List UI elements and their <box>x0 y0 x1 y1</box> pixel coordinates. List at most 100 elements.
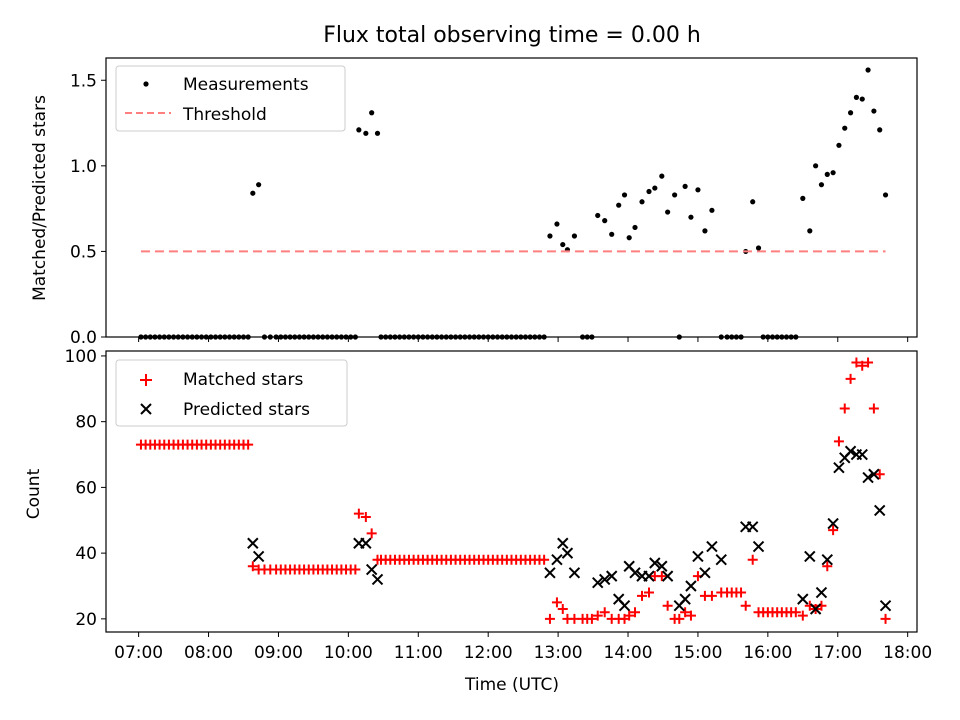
measurement-point <box>626 235 632 241</box>
measurement-point <box>836 142 842 148</box>
measurement-point <box>547 233 553 239</box>
predicted-star-point <box>247 537 259 549</box>
measurement-point <box>702 228 708 234</box>
measurement-point <box>695 187 701 193</box>
legend-measurements-label: Measurements <box>183 75 309 95</box>
legend-measurements-marker <box>143 81 149 87</box>
predicted-star-point <box>606 570 618 582</box>
predicted-star-point <box>706 540 718 553</box>
measurement-point <box>256 182 262 188</box>
predicted-star-point <box>692 550 704 563</box>
predicted-star-point <box>752 540 765 553</box>
measurement-point <box>847 110 854 116</box>
predicted-star-point <box>797 593 809 605</box>
measurement-point <box>882 192 889 198</box>
bottom-legend-box <box>115 359 348 427</box>
matched-star-point <box>740 600 751 611</box>
measurement-point <box>639 199 645 205</box>
matched-star-point <box>851 357 862 368</box>
predicted-star-point <box>827 517 839 530</box>
measurement-point <box>560 241 566 248</box>
matched-star-point <box>551 597 562 608</box>
x-tick-label: 10:00 <box>324 643 373 663</box>
x-tick-label: 07:00 <box>114 643 163 663</box>
bottom-chart-frame <box>105 350 918 633</box>
predicted-star-point <box>874 504 886 517</box>
predicted-star-point <box>685 580 697 592</box>
predicted-star-point <box>809 603 822 615</box>
matched-star-point <box>247 561 258 572</box>
matched-star-point <box>599 607 610 618</box>
y-tick-label: 80 <box>75 413 97 433</box>
predicted-star-point <box>360 537 372 549</box>
matched-star-point <box>797 610 808 621</box>
matched-star-point <box>544 613 555 624</box>
measurement-point <box>602 218 608 224</box>
y-tick-label: 0.0 <box>70 328 97 348</box>
predicted-star-point <box>618 600 631 612</box>
y-tick-label: 100 <box>65 347 97 367</box>
predicted-star-point <box>551 553 563 566</box>
legend-predicted-label: Predicted stars <box>183 400 310 420</box>
legend-matched-label: Matched stars <box>183 370 303 390</box>
bottom-chart-x-axis: 07:00 08:00 09:00 10:00 11:00 12:00 13:00 14:00… <box>114 632 932 663</box>
predicted-star-point <box>649 557 661 569</box>
predicted-star-point <box>815 586 828 599</box>
y-tick-label: 60 <box>75 478 97 498</box>
measurement-point <box>374 130 381 136</box>
bottom-chart-y-axis: 20 40 60 80 100 <box>65 347 106 630</box>
predicted-star-point <box>544 567 556 579</box>
measurement-point <box>682 183 688 189</box>
measurement-point <box>356 127 362 133</box>
measurement-point <box>571 233 578 239</box>
matched-star-point <box>243 439 254 450</box>
matched-star-point <box>706 590 717 601</box>
measurement-point <box>824 171 830 177</box>
bottom-chart: 20 40 60 80 100 07:00 08:00 09:00 10:00 11:00 12:… <box>24 347 932 695</box>
legend-predicted-marker <box>140 403 152 415</box>
top-chart-frame <box>105 57 918 338</box>
matched-star-point <box>643 587 654 598</box>
x-tick-label: 11:00 <box>394 643 443 663</box>
y-tick-label: 1.0 <box>70 157 97 177</box>
measurement-point <box>877 127 883 133</box>
predicted-star-point <box>821 553 833 566</box>
measurement-point <box>672 192 678 198</box>
matched-star-point <box>637 590 648 601</box>
matched-star-point <box>736 587 747 598</box>
matched-star-point <box>557 603 568 614</box>
predicted-star-point <box>868 468 880 480</box>
measurement-point <box>688 214 694 220</box>
x-tick-label: 16:00 <box>743 643 792 663</box>
measurement-point <box>871 108 877 114</box>
measurement-point <box>363 130 369 136</box>
matched-star-point <box>662 600 673 611</box>
matched-star-point <box>874 469 885 480</box>
matched-star-point <box>630 607 641 618</box>
predicted-star-point <box>746 521 759 533</box>
x-tick-label: 14:00 <box>604 643 653 663</box>
predicted-star-point <box>252 550 265 563</box>
measurement-point <box>813 163 819 169</box>
predicted-star-point <box>599 573 611 586</box>
y-tick-label: 20 <box>75 610 97 630</box>
measurement-point <box>621 192 628 198</box>
matched-star-point <box>592 610 603 621</box>
matched-star-point <box>366 528 377 539</box>
bottom-chart-xlabel: Time (UTC) <box>464 675 559 695</box>
top-chart-title: Flux total observing time = 0.00 h <box>323 23 701 48</box>
matched-star-point <box>839 403 850 414</box>
measurement-point <box>609 231 615 237</box>
matched-star-point <box>624 610 635 621</box>
measurement-point <box>659 173 665 179</box>
matched-star-point <box>353 508 364 519</box>
measurement-point <box>865 67 871 73</box>
x-tick-label: 09:00 <box>254 643 303 663</box>
bottom-chart-ylabel: Count <box>24 468 44 519</box>
measurement-point <box>595 212 601 219</box>
x-tick-label: 18:00 <box>883 643 932 663</box>
measurement-point <box>652 185 658 191</box>
matched-star-point <box>822 561 833 572</box>
matched-star-point <box>828 525 839 536</box>
predicted-star-point <box>568 567 581 579</box>
